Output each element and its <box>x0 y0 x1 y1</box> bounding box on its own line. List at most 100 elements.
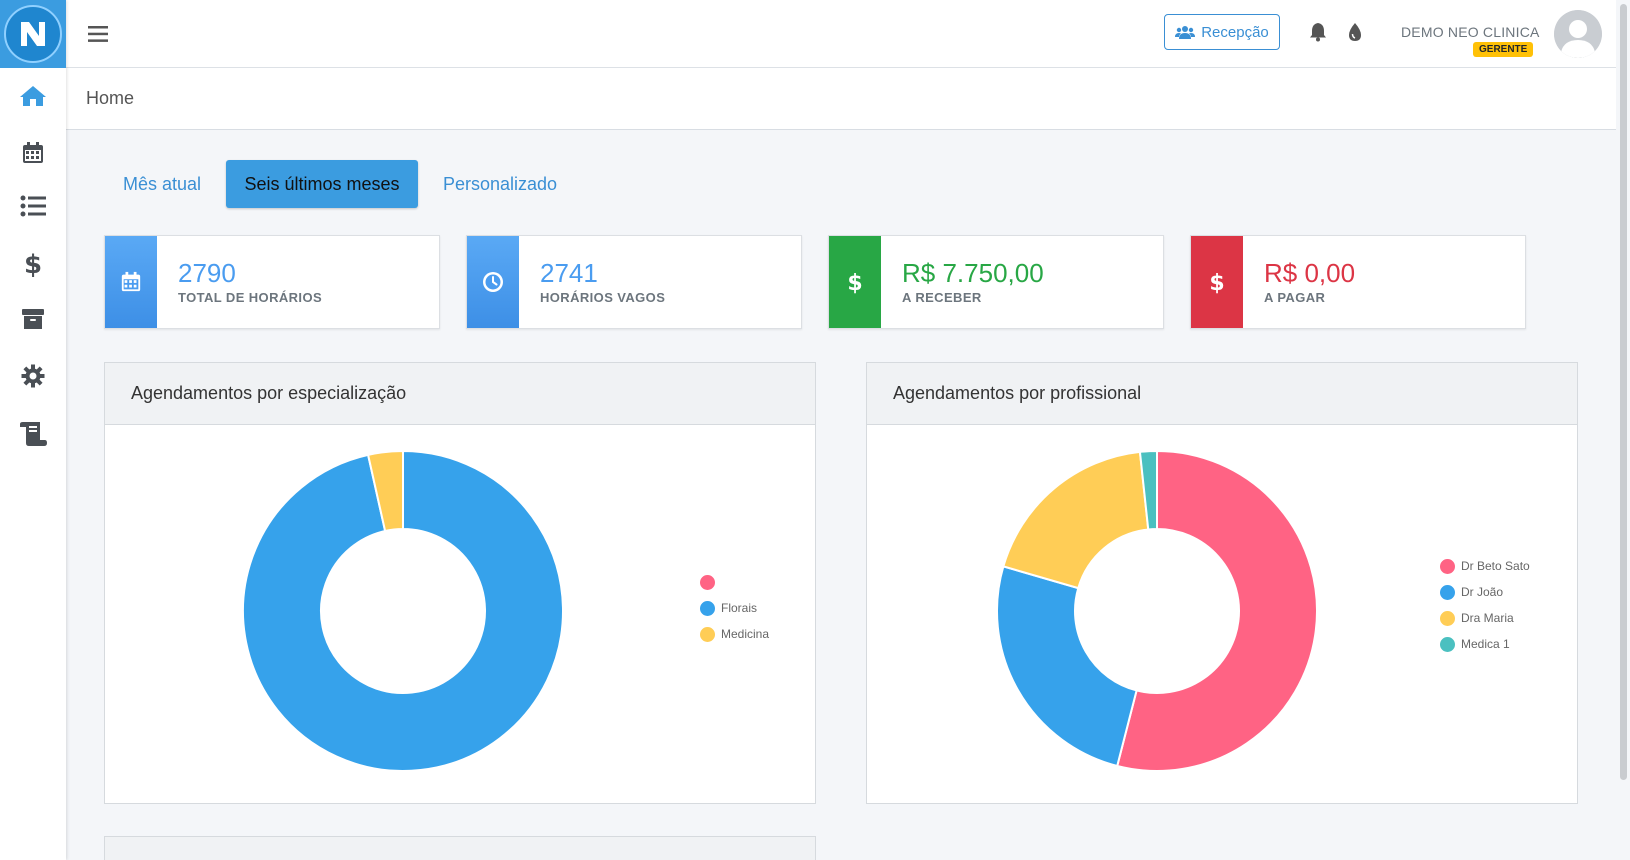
users-icon <box>1175 26 1196 39</box>
info-label: HORÁRIOS VAGOS <box>540 290 666 305</box>
info-box-horarios-vagos: 2741 HORÁRIOS VAGOS <box>466 235 802 329</box>
sidebar-item-calendar[interactable] <box>0 133 66 173</box>
chart-legend: Florais Medicina <box>700 569 769 647</box>
info-icon-bg: $ <box>1191 236 1243 328</box>
legend-item[interactable]: Dr João <box>1440 579 1530 605</box>
user-name[interactable]: DEMO NEO CLINICA <box>1401 24 1540 40</box>
info-label: TOTAL DE HORÁRIOS <box>178 290 323 305</box>
info-value: 2741 <box>540 258 598 288</box>
notifications-button[interactable] <box>1306 20 1330 44</box>
logo-mark <box>4 5 62 63</box>
donut-chart-especializacao <box>242 449 564 772</box>
legend-item[interactable]: Dra Maria <box>1440 605 1530 631</box>
tab-mes-atual[interactable]: Mês atual <box>122 173 202 194</box>
legend-label: Dr João <box>1461 585 1504 599</box>
info-box-total-horarios: 2790 TOTAL DE HORÁRIOS <box>104 235 440 329</box>
sidebar-item-archive[interactable] <box>0 299 66 339</box>
gear-icon <box>21 364 45 388</box>
legend-item[interactable]: Medicina <box>700 621 769 647</box>
home-icon <box>20 86 46 106</box>
n-logo-icon <box>21 22 45 46</box>
app-logo[interactable] <box>0 0 66 68</box>
legend-label: Dra Maria <box>1461 611 1514 625</box>
legend-color-dot <box>700 574 715 590</box>
tab-seis-ultimos-meses[interactable]: Seis últimos meses <box>226 160 418 208</box>
card-header: Agendamentos por especialização <box>105 363 815 425</box>
card-partial-bottom <box>104 836 816 860</box>
hamburger-icon <box>88 26 108 42</box>
info-icon-bg <box>467 236 519 328</box>
legend-item[interactable]: Dr Beto Sato <box>1440 553 1530 579</box>
card-agendamentos-especializacao: Agendamentos por especialização Florais M… <box>104 362 816 804</box>
page-scrollbar[interactable] <box>1618 0 1630 860</box>
info-value: 2790 <box>178 258 236 288</box>
chart-legend: Dr Beto Sato Dr João Dra Maria Medica 1 <box>1440 553 1530 657</box>
svg-text:$: $ <box>847 271 862 295</box>
bell-icon <box>1310 23 1326 42</box>
info-icon-bg: $ <box>829 236 881 328</box>
topbar: Recepção DEMO NEO CLINICA GERENTE <box>66 0 1616 68</box>
avatar[interactable] <box>1554 10 1602 58</box>
card-body: Florais Medicina <box>105 425 815 803</box>
donut-slice-dr-joão[interactable] <box>996 565 1138 768</box>
legend-color-dot <box>1440 584 1455 600</box>
recepcao-label: Recepção <box>1201 23 1269 41</box>
legend-item[interactable] <box>700 569 769 595</box>
theme-button[interactable] <box>1343 20 1367 44</box>
card-title: Agendamentos por profissional <box>893 383 1142 403</box>
dollar-icon: $ <box>847 271 862 295</box>
calendar-icon <box>23 142 43 163</box>
legend-color-dot <box>700 626 715 642</box>
user-avatar-icon <box>1554 10 1602 58</box>
sidebar-item-documents[interactable] <box>0 414 66 454</box>
tab-personalizado[interactable]: Personalizado <box>442 173 558 194</box>
clock-icon <box>483 272 503 292</box>
info-label: A PAGAR <box>1264 290 1326 305</box>
legend-label: Medica 1 <box>1461 637 1510 651</box>
card-header: Agendamentos por profissional <box>867 363 1577 425</box>
legend-label: Florais <box>721 601 758 615</box>
role-badge: GERENTE <box>1473 42 1534 57</box>
donut-chart-profissional <box>996 449 1318 772</box>
info-box-a-pagar: $ R$ 0,00 A PAGAR <box>1190 235 1526 329</box>
calendar-icon <box>121 271 141 292</box>
drop-icon <box>1349 23 1361 41</box>
donut-slice-dr-beto-sato[interactable] <box>1115 449 1318 772</box>
donut-slice-medicina[interactable] <box>366 449 404 533</box>
scroll-icon <box>20 422 47 446</box>
info-value: R$ 0,00 <box>1264 258 1356 288</box>
scrollbar-thumb[interactable] <box>1620 4 1627 780</box>
legend-label: Medicina <box>721 627 770 641</box>
sidebar-item-list[interactable] <box>0 186 66 226</box>
donut-slice-medica-1[interactable] <box>1138 449 1158 531</box>
info-value: R$ 7.750,00 <box>902 258 1044 288</box>
dollar-icon: $ <box>1209 271 1224 295</box>
legend-label: Dr Beto Sato <box>1461 559 1530 573</box>
breadcrumb: Home <box>66 68 1616 130</box>
legend-color-dot <box>1440 558 1455 574</box>
main-content: Mês atual Seis últimos meses Personaliza… <box>66 130 1616 860</box>
info-icon-bg <box>105 236 157 328</box>
list-icon <box>20 195 46 217</box>
breadcrumb-home[interactable]: Home <box>86 88 135 108</box>
card-body: Dr Beto Sato Dr João Dra Maria Medica 1 <box>867 425 1577 803</box>
menu-toggle-button[interactable] <box>86 22 110 46</box>
sidebar-item-settings[interactable] <box>0 356 66 396</box>
info-label: A RECEBER <box>902 290 982 305</box>
sidebar-item-home[interactable] <box>0 76 66 116</box>
svg-text:$: $ <box>24 250 42 277</box>
card-title: Agendamentos por especialização <box>131 383 407 403</box>
sidebar: $ <box>0 0 66 860</box>
sidebar-item-finance[interactable]: $ <box>0 243 66 283</box>
donut-slice-dra-maria[interactable] <box>1002 450 1150 590</box>
dollar-icon: $ <box>24 250 42 277</box>
legend-item[interactable]: Florais <box>700 595 769 621</box>
donut-slice-florais[interactable] <box>242 449 564 772</box>
legend-color-dot <box>1440 610 1455 626</box>
legend-color-dot <box>1440 636 1455 652</box>
legend-item[interactable]: Medica 1 <box>1440 631 1530 657</box>
legend-color-dot <box>700 600 715 616</box>
card-agendamentos-profissional: Agendamentos por profissional Dr Beto Sa… <box>866 362 1578 804</box>
info-box-a-receber: $ R$ 7.750,00 A RECEBER <box>828 235 1164 329</box>
recepcao-button[interactable]: Recepção <box>1164 14 1280 50</box>
